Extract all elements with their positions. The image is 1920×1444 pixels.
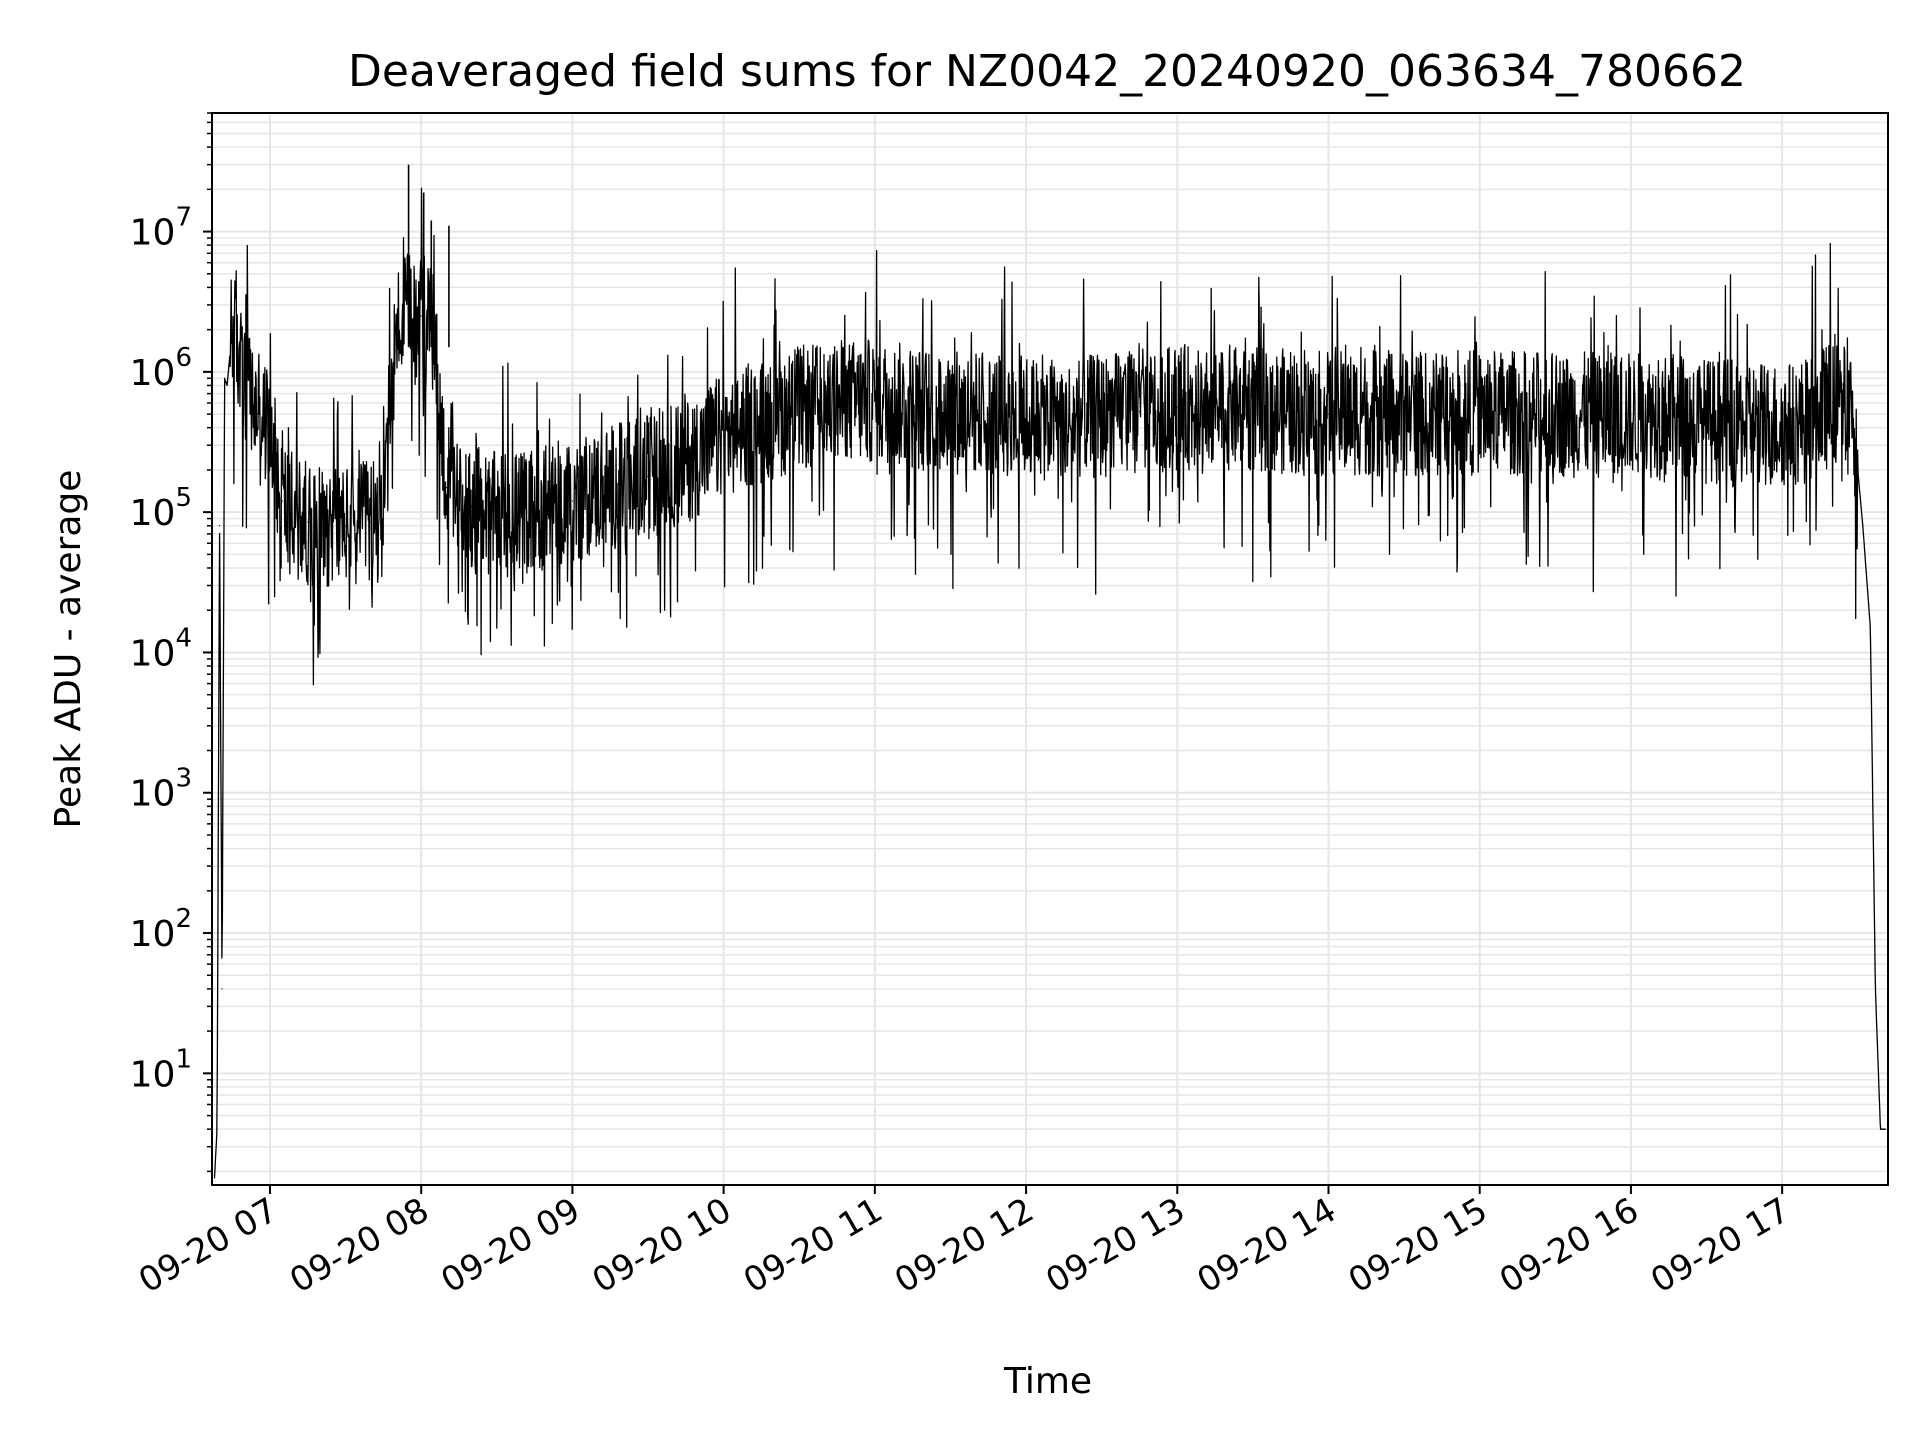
- data-point: [1252, 408, 1254, 411]
- data-point: [1327, 413, 1330, 415]
- data-point: [269, 427, 271, 429]
- data-point: [1862, 525, 1864, 527]
- data-point: [609, 486, 611, 489]
- data-point: [407, 315, 410, 317]
- data-point: [685, 460, 687, 463]
- data-point: [1441, 413, 1443, 415]
- data-point: [281, 500, 284, 502]
- data-point: [244, 384, 246, 387]
- data-point: [1874, 988, 1876, 990]
- data-point: [213, 1177, 216, 1179]
- data-point: [1884, 1128, 1887, 1130]
- data-point: [1479, 411, 1481, 413]
- data-point: [445, 486, 447, 489]
- data-point: [231, 329, 233, 331]
- data-point: [546, 505, 548, 507]
- data-point: [221, 988, 223, 990]
- series-line: [213, 187, 1886, 1178]
- data-point: [647, 475, 649, 477]
- data-point: [307, 521, 309, 523]
- data-point: [470, 505, 473, 507]
- data-point: [496, 514, 498, 516]
- data-point: [1705, 419, 1708, 422]
- data-point: [332, 521, 334, 523]
- data-point: [1025, 415, 1027, 418]
- data-point: [344, 525, 347, 527]
- data-point: [256, 413, 258, 415]
- data-point: [723, 435, 725, 437]
- data-point: [521, 511, 523, 513]
- data-point: [433, 329, 435, 331]
- data-point: [226, 384, 228, 387]
- data-point: [987, 413, 989, 415]
- plot-frame: [211, 112, 1889, 1186]
- data-point: [798, 407, 800, 409]
- series-layer: [213, 164, 1887, 1179]
- data-point: [294, 517, 296, 520]
- data-point: [1743, 422, 1745, 424]
- x-axis-label: Time: [1003, 1361, 1092, 1402]
- data-point: [1869, 627, 1871, 629]
- data-point: [1806, 419, 1808, 422]
- data-point: [458, 500, 460, 502]
- data-point: [1879, 1128, 1882, 1130]
- data-point: [1063, 419, 1065, 422]
- data-point: [1214, 406, 1216, 408]
- data-point: [224, 377, 226, 379]
- data-point: [319, 525, 321, 527]
- data-point: [1176, 406, 1178, 408]
- major-gridlines: [212, 113, 1888, 1185]
- data-point: [949, 411, 952, 413]
- data-point: [1290, 411, 1292, 413]
- data-point: [1403, 413, 1405, 415]
- data-point: [912, 406, 914, 408]
- data-point: [370, 521, 372, 523]
- data-point: [1592, 414, 1594, 416]
- data-point: [1852, 413, 1854, 415]
- data-point: [760, 419, 763, 422]
- data-point: [836, 402, 838, 404]
- data-point: [420, 315, 422, 317]
- data-point: [1554, 413, 1556, 415]
- data-point: [382, 517, 384, 520]
- data-point: [218, 525, 221, 527]
- data-point: [1101, 415, 1103, 418]
- data-point: [1630, 413, 1632, 415]
- data-point: [1668, 415, 1670, 418]
- data-point: [1781, 424, 1783, 426]
- data-point: [1516, 412, 1519, 414]
- data-point: [357, 525, 359, 527]
- data-point: [395, 329, 397, 331]
- data-point: [236, 346, 238, 348]
- data-point: [1365, 412, 1367, 414]
- data-point: [1831, 402, 1834, 404]
- data-point: [1138, 411, 1141, 413]
- data-point: [874, 400, 876, 402]
- chart-title: Deaveraged field sums for NZ0042_2024092…: [348, 46, 1746, 97]
- y-axis-label: Peak ADU - average: [48, 470, 89, 829]
- data-point: [571, 500, 574, 502]
- data-point: [216, 1128, 218, 1130]
